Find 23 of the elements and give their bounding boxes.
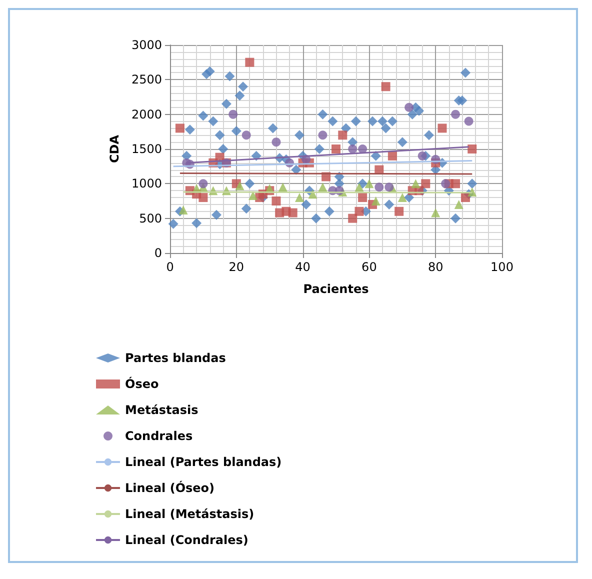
legend-label: Condrales	[125, 429, 193, 443]
x-axis-title: Pacientes	[303, 282, 369, 296]
y-tick-label: 1500	[131, 142, 162, 156]
legend-label: Lineal (Condrales)	[125, 533, 248, 547]
legend-label: Óseo	[125, 376, 159, 391]
y-tick-label: 1000	[131, 176, 162, 191]
x-tick-label: 80	[428, 260, 444, 274]
legend-label: Lineal (Metástasis)	[125, 507, 254, 521]
y-axis-title: CDA	[108, 134, 122, 164]
y-tick-label: 2000	[131, 107, 162, 122]
legend-label: Partes blandas	[125, 351, 226, 365]
legend-label: Metástasis	[125, 403, 198, 417]
x-tick-label: 100	[490, 260, 514, 274]
x-tick-label: 20	[228, 260, 244, 274]
y-tick-label: 500	[139, 211, 162, 226]
y-tick-label: 3000	[131, 38, 162, 52]
legend-label: Lineal (Partes blandas)	[125, 455, 282, 469]
y-tick-label: 0	[154, 246, 162, 260]
x-tick-label: 40	[295, 260, 310, 274]
y-tick-label: 2500	[131, 72, 162, 87]
legend-label: Lineal (Óseo)	[125, 480, 215, 495]
x-tick-label: 60	[362, 260, 377, 274]
x-tick-label: 0	[166, 260, 174, 274]
